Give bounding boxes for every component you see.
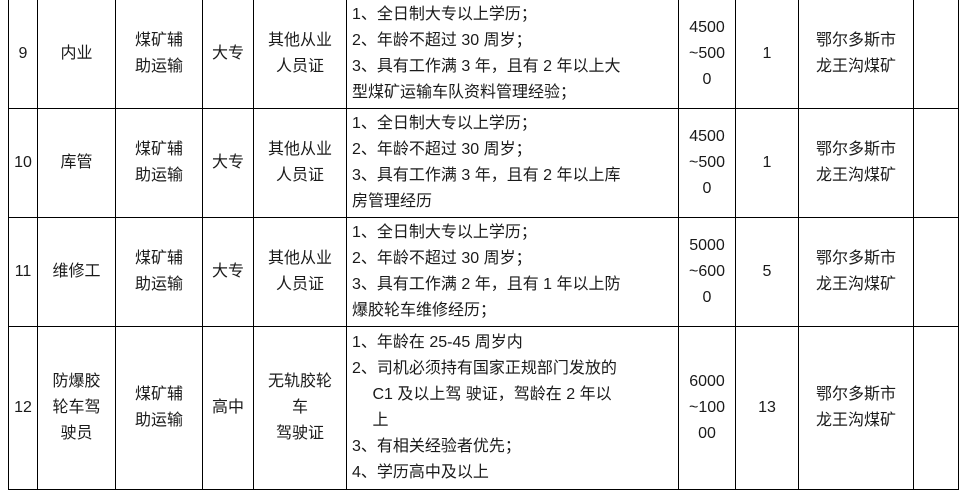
cell-salary: 6000 ~100 00 (678, 326, 736, 490)
cell-headcount: 1 (735, 108, 799, 218)
cell-location: 鄂尔多斯市 龙王沟煤矿 (798, 217, 914, 327)
cell-extra (913, 217, 959, 327)
cell-salary: 4500 ~500 0 (678, 0, 736, 109)
cell-position: 库管 (37, 108, 116, 218)
cell-department: 煤矿辅 助运输 (115, 326, 203, 490)
cell-headcount: 5 (735, 217, 799, 327)
table-row: 10 库管 煤矿辅 助运输 大专 其他从业 人员证 1、全日制大专以上学历； 2… (8, 108, 959, 218)
cell-position: 内业 (37, 0, 116, 109)
cell-position: 防爆胶 轮车驾 驶员 (37, 326, 116, 490)
cell-certificate: 其他从业 人员证 (253, 108, 347, 218)
cell-certificate: 其他从业 人员证 (253, 217, 347, 327)
cell-no: 10 (8, 108, 38, 218)
cell-salary: 5000 ~600 0 (678, 217, 736, 327)
cell-location: 鄂尔多斯市 龙王沟煤矿 (798, 326, 914, 490)
cell-education: 大专 (202, 108, 254, 218)
cell-extra (913, 0, 959, 109)
cell-salary: 4500 ~500 0 (678, 108, 736, 218)
cell-requirements: 1、全日制大专以上学历； 2、年龄不超过 30 周岁； 3、具有工作满 3 年，… (346, 108, 679, 218)
job-table: 9 内业 煤矿辅 助运输 大专 其他从业 人员证 1、全日制大专以上学历； 2、… (8, 0, 959, 490)
cell-no: 12 (8, 326, 38, 490)
cell-no: 11 (8, 217, 38, 327)
cell-extra (913, 108, 959, 218)
cell-department: 煤矿辅 助运输 (115, 0, 203, 109)
cell-extra (913, 326, 959, 490)
cell-education: 大专 (202, 217, 254, 327)
cell-department: 煤矿辅 助运输 (115, 217, 203, 327)
table-row: 12 防爆胶 轮车驾 驶员 煤矿辅 助运输 高中 无轨胶轮 车 驾驶证 1、年龄… (8, 326, 959, 490)
cell-headcount: 1 (735, 0, 799, 109)
cell-department: 煤矿辅 助运输 (115, 108, 203, 218)
cell-requirements: 1、全日制大专以上学历； 2、年龄不超过 30 周岁； 3、具有工作满 3 年，… (346, 0, 679, 109)
table-row: 11 维修工 煤矿辅 助运输 大专 其他从业 人员证 1、全日制大专以上学历； … (8, 217, 959, 327)
cell-position: 维修工 (37, 217, 116, 327)
cell-certificate: 无轨胶轮 车 驾驶证 (253, 326, 347, 490)
table-row: 9 内业 煤矿辅 助运输 大专 其他从业 人员证 1、全日制大专以上学历； 2、… (8, 0, 959, 109)
cell-headcount: 13 (735, 326, 799, 490)
cell-location: 鄂尔多斯市 龙王沟煤矿 (798, 0, 914, 109)
cell-certificate: 其他从业 人员证 (253, 0, 347, 109)
cell-requirements: 1、年龄在 25-45 周岁内 2、司机必须持有国家正规部门发放的 C1 及以上… (346, 326, 679, 490)
cell-location: 鄂尔多斯市 龙王沟煤矿 (798, 108, 914, 218)
cell-education: 高中 (202, 326, 254, 490)
cell-education: 大专 (202, 0, 254, 109)
cell-requirements: 1、全日制大专以上学历； 2、年龄不超过 30 周岁； 3、具有工作满 2 年，… (346, 217, 679, 327)
cell-no: 9 (8, 0, 38, 109)
